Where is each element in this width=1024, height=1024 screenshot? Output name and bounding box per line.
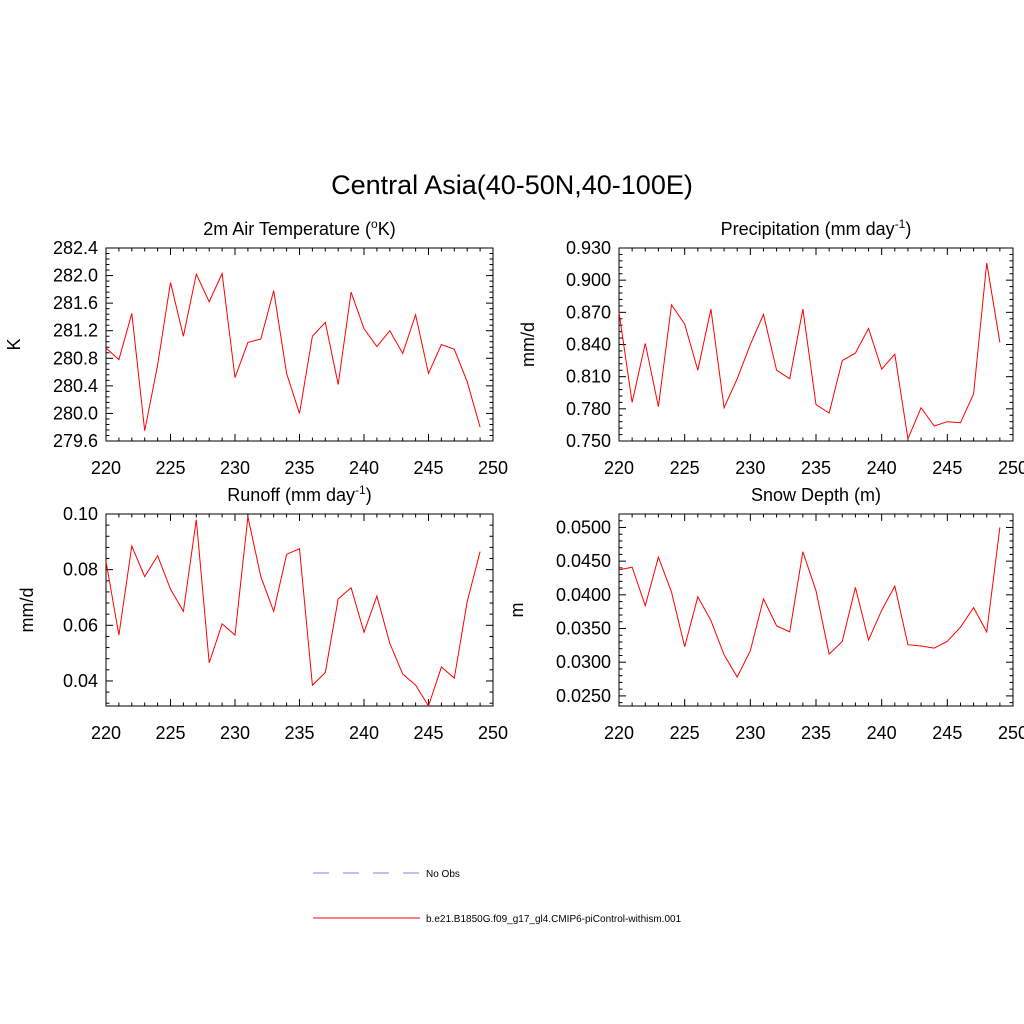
series-line-precipitation bbox=[618, 262, 1001, 441]
y-tick-label-precipitation: 0.750 bbox=[566, 431, 611, 451]
y-tick-label-snow-depth: 0.0450 bbox=[556, 551, 611, 571]
plot-frame-snow-depth bbox=[618, 513, 1014, 707]
ylabel-snow-depth: m bbox=[507, 603, 527, 618]
panel-title-temperature: 2m Air Temperature (oK) bbox=[203, 217, 395, 239]
panel-title-runoff: Runoff (mm day-1) bbox=[227, 483, 371, 505]
y-tick-label-snow-depth: 0.0300 bbox=[556, 652, 611, 672]
plot-frame-precipitation bbox=[618, 247, 1014, 442]
y-tick-label-snow-depth: 0.0250 bbox=[556, 686, 611, 706]
legend-label-model: b.e21.B1850G.f09_g17_gl4.CMIP6-piControl… bbox=[426, 914, 682, 925]
y-tick-label-precipitation: 0.930 bbox=[566, 238, 611, 258]
y-tick-label-precipitation: 0.810 bbox=[566, 367, 611, 387]
y-tick-label-runoff: 0.08 bbox=[63, 560, 98, 580]
y-tick-label-snow-depth: 0.0350 bbox=[556, 619, 611, 639]
ylabel-precipitation: mm/d bbox=[518, 322, 538, 367]
x-tick-label-snow-depth: 240 bbox=[867, 723, 897, 743]
y-tick-label-temperature: 282.4 bbox=[53, 238, 98, 258]
y-tick-label-precipitation: 0.870 bbox=[566, 302, 611, 322]
y-tick-label-runoff: 0.10 bbox=[63, 504, 98, 524]
x-tick-label-precipitation: 225 bbox=[670, 458, 700, 478]
x-tick-label-precipitation: 235 bbox=[801, 458, 831, 478]
x-tick-label-runoff: 220 bbox=[91, 723, 121, 743]
panel-precipitation: Precipitation (mm day-1) mm/d 220 225 230 235… bbox=[518, 217, 1024, 478]
plot-frame-runoff bbox=[105, 513, 494, 707]
x-tick-label-temperature: 235 bbox=[284, 458, 314, 478]
x-tick-label-temperature: 225 bbox=[155, 458, 185, 478]
y-tick-label-runoff: 0.04 bbox=[63, 671, 98, 691]
figure-title: Central Asia(40-50N,40-100E) bbox=[331, 170, 693, 200]
ylabel-temperature: K bbox=[4, 338, 24, 350]
x-tick-label-runoff: 245 bbox=[413, 723, 443, 743]
panel-title-precipitation: Precipitation (mm day-1) bbox=[721, 217, 912, 239]
legend: No Obs b.e21.B1850G.f09_g17_gl4.CMIP6-pi… bbox=[313, 869, 682, 925]
x-tick-label-runoff: 250 bbox=[478, 723, 508, 743]
x-tick-label-runoff: 240 bbox=[349, 723, 379, 743]
x-tick-label-snow-depth: 250 bbox=[998, 723, 1024, 743]
legend-label-no-obs: No Obs bbox=[426, 869, 460, 880]
x-tick-label-snow-depth: 245 bbox=[932, 723, 962, 743]
series-line-temperature bbox=[105, 271, 481, 431]
y-tick-label-snow-depth: 0.0500 bbox=[556, 517, 611, 537]
x-tick-label-snow-depth: 220 bbox=[604, 723, 634, 743]
x-tick-label-snow-depth: 225 bbox=[670, 723, 700, 743]
y-tick-label-precipitation: 0.780 bbox=[566, 399, 611, 419]
series-line-snow-depth bbox=[618, 527, 1001, 679]
y-tick-label-snow-depth: 0.0400 bbox=[556, 585, 611, 605]
x-tick-label-precipitation: 230 bbox=[735, 458, 765, 478]
y-tick-label-temperature: 281.6 bbox=[53, 293, 98, 313]
panels: 2m Air Temperature (oK) K 220 225 230 235 240 2… bbox=[4, 217, 1024, 743]
y-tick-label-runoff: 0.06 bbox=[63, 615, 98, 635]
x-tick-label-temperature: 220 bbox=[91, 458, 121, 478]
y-tick-label-temperature: 281.2 bbox=[53, 321, 98, 341]
x-tick-label-temperature: 240 bbox=[349, 458, 379, 478]
panel-runoff: Runoff (mm day-1) mm/d 220 225 230 235 240 245 2… bbox=[17, 483, 508, 743]
y-tick-label-temperature: 280.4 bbox=[53, 376, 98, 396]
x-tick-label-precipitation: 245 bbox=[932, 458, 962, 478]
y-tick-label-precipitation: 0.900 bbox=[566, 270, 611, 290]
y-tick-label-precipitation: 0.840 bbox=[566, 335, 611, 355]
panel-snow-depth: Snow Depth (m) m 220 225 230 235 240 245 250 0.02… bbox=[507, 485, 1024, 743]
x-tick-label-precipitation: 240 bbox=[867, 458, 897, 478]
series-line-runoff bbox=[105, 516, 481, 708]
y-tick-label-temperature: 282.0 bbox=[53, 266, 98, 286]
ylabel-runoff: mm/d bbox=[17, 588, 37, 633]
y-tick-label-temperature: 280.0 bbox=[53, 403, 98, 423]
panel-title-snow-depth: Snow Depth (m) bbox=[751, 485, 881, 505]
y-tick-label-temperature: 279.6 bbox=[53, 431, 98, 451]
x-tick-label-temperature: 250 bbox=[478, 458, 508, 478]
x-tick-label-temperature: 230 bbox=[220, 458, 250, 478]
x-tick-label-precipitation: 250 bbox=[998, 458, 1024, 478]
x-tick-label-temperature: 245 bbox=[413, 458, 443, 478]
panel-temperature: 2m Air Temperature (oK) K 220 225 230 235 240 2… bbox=[4, 217, 508, 478]
y-tick-label-temperature: 280.8 bbox=[53, 348, 98, 368]
x-tick-label-precipitation: 220 bbox=[604, 458, 634, 478]
x-tick-label-snow-depth: 235 bbox=[801, 723, 831, 743]
x-tick-label-runoff: 225 bbox=[155, 723, 185, 743]
x-tick-label-snow-depth: 230 bbox=[735, 723, 765, 743]
x-tick-label-runoff: 235 bbox=[284, 723, 314, 743]
x-tick-label-runoff: 230 bbox=[220, 723, 250, 743]
